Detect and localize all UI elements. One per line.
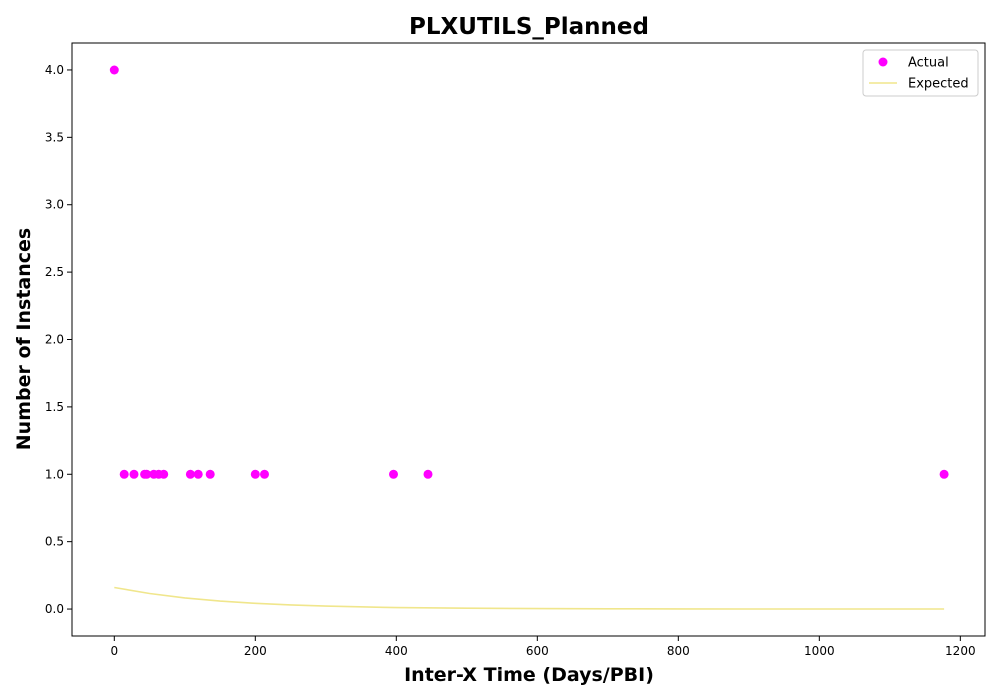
actual-point — [119, 469, 129, 479]
x-axis-title: Inter-X Time (Days/PBI) — [404, 664, 654, 686]
x-tick-label: 800 — [667, 644, 690, 658]
expected-line — [114, 586, 945, 610]
actual-point — [185, 469, 195, 479]
actual-point — [193, 469, 203, 479]
legend-box — [862, 49, 979, 97]
plot-area: 0 200 400 600 800 1000 1200 0.0 0.5 1.0 1.5 2.0 2.5 3… — [45, 42, 986, 658]
y-tick-label: 2.0 — [45, 333, 64, 347]
y-tick-label: 3.5 — [45, 130, 64, 144]
x-tick-label: 600 — [526, 644, 549, 658]
x-tick-label: 200 — [244, 644, 267, 658]
y-tick-label: 0.5 — [45, 535, 64, 549]
chart-title: PLXUTILS_Planned — [409, 14, 649, 40]
actual-point — [939, 469, 949, 479]
y-tick-label: 2.5 — [45, 265, 64, 279]
actual-point — [109, 65, 119, 75]
actual-point — [260, 469, 269, 479]
legend-label: Actual — [908, 56, 949, 71]
x-tick-label: 1000 — [804, 644, 835, 658]
y-tick-label: 3.0 — [45, 198, 64, 212]
x-tick-label: 400 — [385, 644, 408, 658]
x-tick-label: 0 — [110, 644, 118, 658]
legend: Actual Expected — [862, 49, 979, 97]
legend-label: Expected — [908, 77, 969, 92]
actual-point — [159, 469, 169, 479]
y-tick-label: 1.0 — [45, 467, 64, 481]
actual-point — [205, 469, 215, 479]
actual-point — [142, 469, 152, 479]
y-axis-title: Number of Instances — [13, 228, 35, 450]
y-tick-label: 1.5 — [45, 400, 64, 414]
legend-marker-actual — [878, 57, 888, 67]
plot-frame — [71, 42, 986, 637]
actual-point — [250, 469, 260, 479]
actual-point — [389, 469, 398, 479]
y-tick-label: 0.0 — [45, 602, 64, 616]
x-tick-label: 1200 — [945, 644, 976, 658]
actual-point — [423, 469, 433, 479]
y-tick-label: 4.0 — [45, 63, 64, 77]
actual-point — [129, 469, 139, 479]
